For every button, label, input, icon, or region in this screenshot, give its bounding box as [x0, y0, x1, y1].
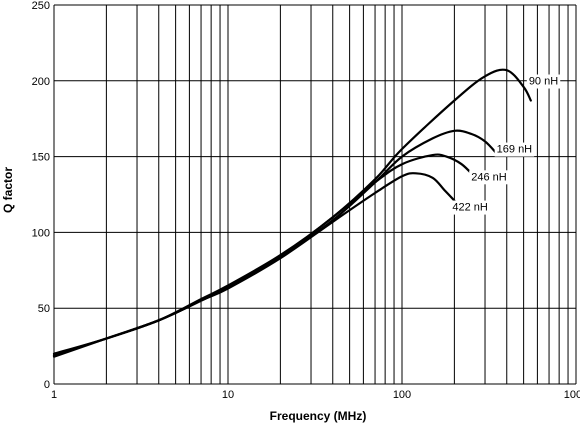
series-label: 422 nH: [452, 202, 488, 214]
series-label: 90 nH: [529, 76, 558, 88]
y-tick-label: 50: [38, 303, 50, 315]
series-labels: 90 nH 169 nH 246 nH 422 nH: [450, 74, 561, 215]
grid: [53, 4, 577, 385]
series-label-background: [494, 142, 535, 157]
x-tick-label: 10: [222, 389, 234, 401]
y-tick-label: 250: [32, 0, 50, 12]
series-label-background: [469, 170, 509, 185]
x-tick-label: 100: [393, 389, 411, 401]
series-curves: [52, 68, 532, 358]
series-label: 246 nH: [471, 171, 507, 183]
x-tick-label: 1: [51, 389, 57, 401]
series-line: [52, 172, 456, 358]
y-tick-label: 150: [32, 152, 50, 164]
series-label-background: [526, 74, 561, 89]
y-axis-label: Q factor: [1, 167, 15, 213]
y-tick-label: 100: [32, 227, 50, 239]
series-line: [52, 153, 476, 357]
series-label: 169 nH: [497, 144, 533, 156]
x-axis-label: Frequency (MHz): [270, 409, 367, 423]
y-tick-label: 200: [32, 76, 50, 88]
series-label-background: [450, 200, 490, 215]
series-line: [52, 129, 498, 355]
y-tick-label: 0: [44, 379, 50, 391]
